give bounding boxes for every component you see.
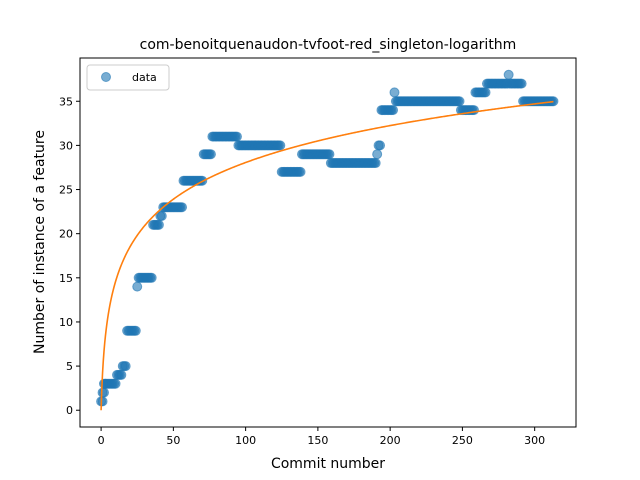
y-tick-label: 5 bbox=[66, 360, 73, 373]
data-point bbox=[375, 140, 386, 151]
data-point bbox=[324, 149, 335, 160]
x-axis-label: Commit number bbox=[271, 456, 385, 472]
y-axis-ticks: 0 5 10 15 20 25 30 35 bbox=[59, 95, 80, 417]
y-tick-label: 35 bbox=[59, 95, 73, 108]
data-point bbox=[275, 140, 286, 151]
data-point bbox=[454, 96, 465, 107]
data-point bbox=[177, 202, 188, 213]
y-tick-label: 15 bbox=[59, 272, 73, 285]
data-point bbox=[146, 272, 157, 283]
plot-marks bbox=[96, 69, 559, 411]
x-tick-label: 0 bbox=[98, 434, 105, 447]
data-point bbox=[548, 96, 559, 107]
data-point bbox=[516, 78, 527, 89]
data-point bbox=[389, 87, 400, 98]
legend-label-data: data bbox=[132, 71, 157, 84]
x-tick-label: 300 bbox=[524, 434, 545, 447]
x-tick-label: 100 bbox=[235, 434, 256, 447]
y-tick-label: 20 bbox=[59, 228, 73, 241]
data-point bbox=[370, 158, 381, 169]
data-point bbox=[130, 325, 141, 336]
data-point bbox=[205, 149, 216, 160]
x-tick-label: 200 bbox=[380, 434, 401, 447]
legend: data bbox=[86, 64, 170, 91]
data-point bbox=[110, 378, 121, 389]
data-point bbox=[503, 69, 514, 80]
y-tick-label: 25 bbox=[59, 184, 73, 197]
data-point bbox=[132, 281, 143, 292]
data-point bbox=[480, 87, 491, 98]
data-point bbox=[116, 369, 127, 380]
data-point bbox=[388, 105, 399, 116]
x-axis-ticks: 0 50 100 150 200 250 300 bbox=[98, 427, 545, 447]
legend-box bbox=[86, 64, 170, 91]
y-tick-label: 0 bbox=[66, 404, 73, 417]
data-point bbox=[295, 166, 306, 177]
x-tick-label: 250 bbox=[452, 434, 473, 447]
y-axis-label: Number of instance of a feature bbox=[32, 130, 48, 354]
fit-curve bbox=[100, 100, 554, 411]
data-point bbox=[231, 131, 242, 142]
data-point bbox=[120, 361, 131, 372]
data-point bbox=[153, 219, 164, 230]
x-tick-label: 150 bbox=[307, 434, 328, 447]
data-point bbox=[97, 396, 108, 407]
y-tick-label: 30 bbox=[59, 139, 73, 152]
x-tick-label: 50 bbox=[166, 434, 180, 447]
data-point bbox=[372, 149, 383, 160]
legend-marker-data bbox=[101, 72, 111, 82]
data-point bbox=[156, 211, 167, 222]
axes-frame bbox=[79, 57, 577, 428]
chart-title: com-benoitquenaudon-tvfoot-red_singleton… bbox=[140, 37, 517, 53]
y-tick-label: 10 bbox=[59, 316, 73, 329]
